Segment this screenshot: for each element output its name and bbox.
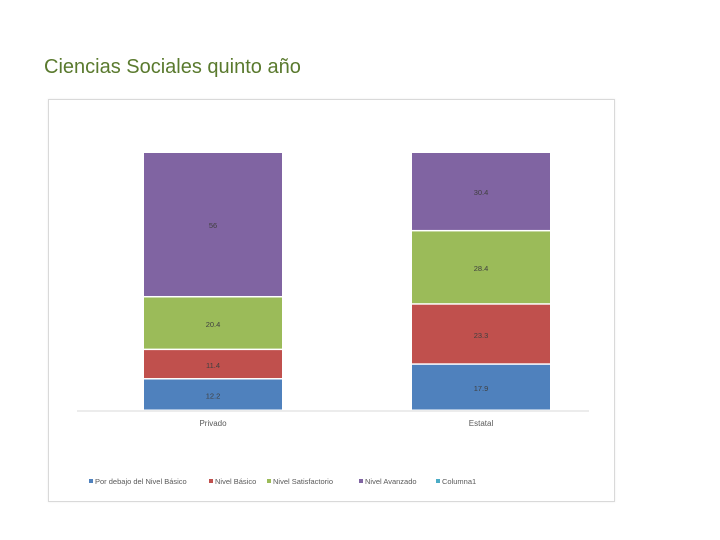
bar-privado-nivel-avanzado xyxy=(144,153,282,296)
stacked-bar-chart: 12.2 11.4 20.4 56 17.9 23.3 28.4 30.4 Privado Es… xyxy=(77,153,589,486)
category-label: Estatal xyxy=(469,419,494,428)
page-title: Ciencias Sociales quinto año xyxy=(44,56,301,78)
legend: Por debajo del Nivel Básico Nivel Básico N… xyxy=(89,477,476,486)
data-label: 28.4 xyxy=(474,264,489,273)
bar-estatal-nivel-satisfactorio xyxy=(412,231,550,304)
legend-label: Columna1 xyxy=(442,477,476,486)
legend-label: Por debajo del Nivel Básico xyxy=(95,477,187,486)
legend-marker xyxy=(359,479,363,483)
bar-estatal-nivel-avanzado xyxy=(412,153,550,230)
data-label: 20.4 xyxy=(206,320,221,329)
legend-label: Nivel Básico xyxy=(215,477,256,486)
data-label: 56 xyxy=(209,221,217,230)
data-label: 17.9 xyxy=(474,384,489,393)
legend-label: Nivel Avanzado xyxy=(365,477,417,486)
data-label: 30.4 xyxy=(474,188,489,197)
category-labels: Privado Estatal xyxy=(199,419,493,428)
legend-marker xyxy=(209,479,213,483)
chart-area: 12.2 11.4 20.4 56 17.9 23.3 28.4 30.4 Privado Es… xyxy=(48,99,615,502)
bar-privado-nivel-satisfactorio xyxy=(144,297,282,349)
bar-privado-nivel-basico xyxy=(144,350,282,379)
bar-estatal-nivel-basico xyxy=(412,304,550,364)
legend-marker xyxy=(89,479,93,483)
legend-marker xyxy=(436,479,440,483)
data-label: 23.3 xyxy=(474,331,489,340)
bars-group: 12.2 11.4 20.4 56 17.9 23.3 28.4 30.4 xyxy=(144,153,550,410)
data-label: 12.2 xyxy=(206,391,221,400)
bar-privado-por-debajo-del-nivel-basico xyxy=(144,379,282,410)
category-label: Privado xyxy=(199,419,227,428)
legend-marker xyxy=(267,479,271,483)
bar-estatal-por-debajo-del-nivel-basico xyxy=(412,364,550,410)
data-label: 11.4 xyxy=(206,361,220,370)
legend-label: Nivel Satisfactorio xyxy=(273,477,333,486)
